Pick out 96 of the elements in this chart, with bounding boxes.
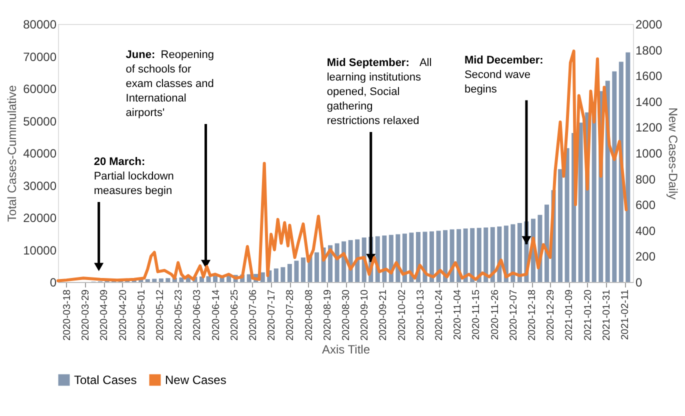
bar <box>280 267 286 282</box>
x-tick-label: 2020-03-18 <box>62 289 73 341</box>
x-tick-label: 2020-11-04 <box>452 289 464 340</box>
x-tick-label: 2020-07-17 <box>266 289 278 341</box>
bar <box>152 278 157 282</box>
bar <box>213 276 218 282</box>
x-tick-label: 2020-12-18 <box>527 289 538 341</box>
bar <box>179 277 184 282</box>
x-tick-label: 2020-12-07 <box>508 289 520 341</box>
x-tick-label: 2020-07-06 <box>248 289 259 341</box>
bar <box>612 71 617 282</box>
bar <box>260 272 265 282</box>
y2-tick-label: 1600 <box>636 69 663 84</box>
bar <box>382 236 387 282</box>
y2-tick-label: 1400 <box>636 94 663 109</box>
bar <box>470 228 475 282</box>
x-tick-label: 2020-05-23 <box>174 289 185 341</box>
x-tick-label: 2021-01-20 <box>582 289 594 341</box>
y2-tick-label: 800 <box>636 172 656 186</box>
x-tick-label: 2020-04-20 <box>118 289 129 341</box>
bar <box>476 228 482 282</box>
x-tick-label: 2020-11-26 <box>490 289 501 340</box>
y2-tick-label: 0 <box>636 276 642 290</box>
y-tick-label: 40000 <box>23 146 57 160</box>
x-tick-label: 2020-09-21 <box>378 289 390 341</box>
y-axis-title: Total Cases-Cummulative <box>5 84 20 222</box>
legend-label: New Cases <box>165 373 226 387</box>
bar <box>626 52 630 282</box>
bar <box>409 232 414 282</box>
x-tick-label: 2020-12-29 <box>546 289 557 341</box>
x-tick-label: 2020-03-29 <box>80 289 92 341</box>
y2-axis-title: New Cases-Daily <box>666 107 680 200</box>
bar <box>510 224 516 282</box>
annotation: Mid December: Second wave begins <box>464 54 544 96</box>
y2-tick-label: 200 <box>636 250 656 264</box>
line-series <box>56 50 628 282</box>
x-tick-label: 2020-11-15 <box>471 289 482 340</box>
bar <box>206 276 211 282</box>
bar <box>314 252 319 282</box>
bar <box>355 239 360 282</box>
y-tick-label: 20000 <box>23 211 57 225</box>
bar <box>484 228 488 282</box>
annotation: Mid September: All learning institutions opened, Social gathering restrictions relaxed <box>326 57 432 128</box>
bar <box>558 169 563 282</box>
bar <box>294 260 299 282</box>
bar <box>544 204 549 282</box>
y2-tick-label: 1200 <box>636 120 663 135</box>
x-tick-label: 2020-08-08 <box>304 289 315 341</box>
y2-tick-label: 1000 <box>636 146 663 160</box>
y-tick-label: 30000 <box>23 178 57 193</box>
bar <box>422 232 428 282</box>
y-tick-label: 70000 <box>23 50 57 64</box>
bar <box>145 279 150 282</box>
y2-tick-label: 2000 <box>636 18 663 32</box>
y-tick-label: 80000 <box>23 18 57 32</box>
x-tick-label: 2021-01-09 <box>564 289 576 341</box>
y2-tick-label: 1800 <box>636 43 663 58</box>
bar <box>436 230 441 282</box>
bar <box>166 278 170 282</box>
x-tick-label: 2020-05-12 <box>154 289 166 341</box>
x-tick-label: 2020-07-28 <box>285 289 296 341</box>
annotation: June: Reopening of schools for exam classes and International airports' <box>126 49 214 119</box>
x-tick-label: 2020-10-02 <box>396 289 408 341</box>
x-tick-label: 2020-10-24 <box>434 289 446 341</box>
annotation: 20 March: Partial lockdown measures begin <box>94 156 174 197</box>
legend-label: Total Cases <box>74 373 137 387</box>
x-tick-label: 2020-05-01 <box>136 289 148 341</box>
x-tick-label: 2020-06-14 <box>210 289 222 341</box>
x-tick-label: 2020-04-09 <box>99 289 110 341</box>
y-tick-label: 0 <box>50 276 57 290</box>
bar <box>463 228 468 282</box>
y-tick-label: 10000 <box>23 243 57 258</box>
bar <box>517 222 522 282</box>
bar <box>287 264 292 282</box>
bar <box>430 231 434 282</box>
x-tick-label: 2021-02-11 <box>620 289 632 340</box>
x-tick-label: 2020-08-30 <box>341 289 352 341</box>
bar <box>564 148 570 282</box>
bar <box>158 278 164 282</box>
bar <box>402 234 407 282</box>
y2-tick-label: 600 <box>636 198 656 212</box>
bar <box>578 122 583 282</box>
bar <box>490 227 495 282</box>
y-tick-label: 50000 <box>23 114 57 128</box>
y-tick-label: 60000 <box>23 82 57 96</box>
x-axis-title: Axis Title <box>322 342 370 357</box>
x-tick-label: 2020-10-13 <box>415 289 426 341</box>
bar <box>300 257 306 282</box>
y2-tick-label: 400 <box>636 224 656 238</box>
x-tick-label: 2020-06-25 <box>229 289 240 341</box>
x-tick-label: 2020-09-10 <box>360 289 371 341</box>
bar <box>443 230 448 282</box>
x-tick-label: 2020-08-19 <box>322 289 334 341</box>
x-tick-label: 2021-01-31 <box>601 289 612 341</box>
bar <box>274 268 278 282</box>
x-tick-label: 2020-06-03 <box>192 289 204 341</box>
